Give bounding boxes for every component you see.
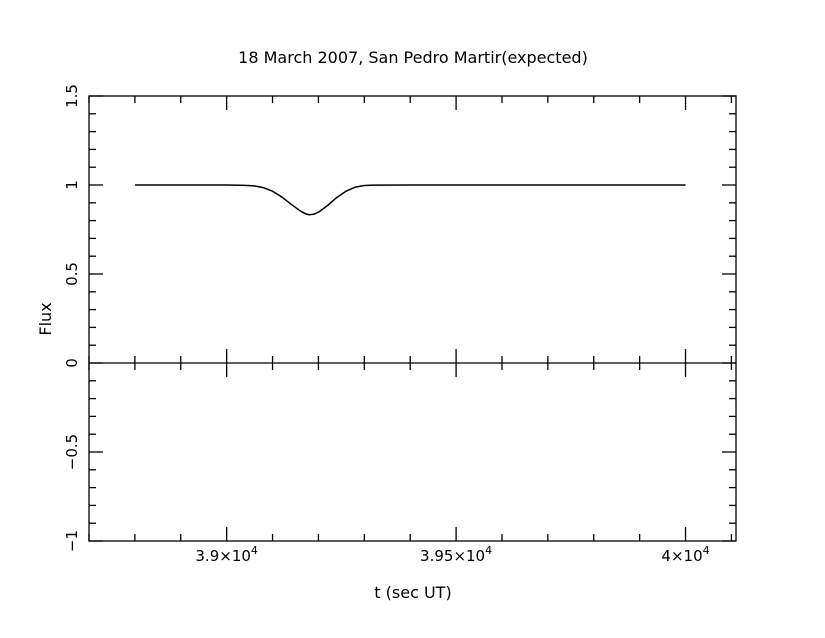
x-tick-label: 4×104	[661, 544, 709, 565]
chart-title: 18 March 2007, San Pedro Martir(expected…	[238, 48, 588, 67]
plot-area: −1 −0.5 0 0.5 1 1.5 3.9×104 3.95×104 4×104	[63, 84, 737, 565]
plot-frame	[88, 95, 737, 542]
y-tick-label: −1	[63, 530, 81, 552]
series-line	[134, 184, 686, 216]
y-tick-label: −0.5	[63, 434, 81, 470]
y-axis-label: Flux	[36, 302, 55, 335]
y-tick-label: 1.5	[63, 84, 81, 108]
y-tick-label: 0	[63, 358, 81, 368]
x-axis-label: t (sec UT)	[374, 583, 451, 602]
x-tick-label: 3.95×104	[420, 544, 492, 565]
x-tick-label: 3.9×104	[195, 544, 258, 565]
y-tick-label: 0.5	[63, 262, 81, 286]
y-tick-label: 1	[63, 180, 81, 190]
